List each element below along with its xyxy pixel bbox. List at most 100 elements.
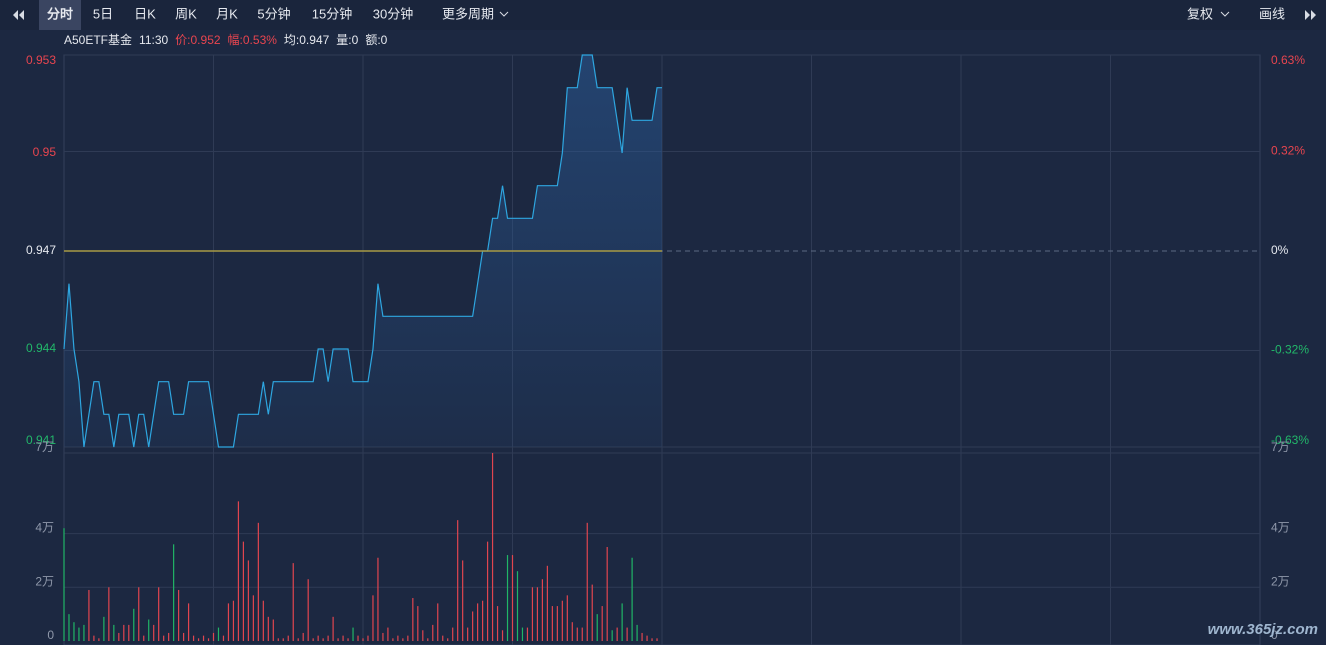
y2-tick-label: 0.32%: [1271, 144, 1305, 158]
info-item: 价:0.952: [175, 33, 221, 47]
volume-bar: [541, 579, 543, 641]
volume-bar: [486, 541, 489, 641]
volume-bar: [482, 600, 484, 641]
tab[interactable]: 日K: [134, 6, 156, 21]
volume-bar: [103, 616, 105, 641]
volume-bar: [357, 635, 359, 641]
volume-bar: [327, 635, 329, 641]
tab[interactable]: 更多周期: [442, 6, 494, 21]
volume-bar: [447, 638, 449, 641]
volume-bar: [68, 614, 70, 641]
tab[interactable]: 15分钟: [312, 6, 352, 21]
tab[interactable]: 30分钟: [373, 6, 413, 21]
price-line: [63, 54, 662, 448]
volume-bar: [656, 638, 658, 641]
volume-bar: [432, 624, 434, 641]
volume-bar: [377, 557, 379, 641]
y-tick-label: 0.944: [26, 341, 56, 355]
volume-bar: [526, 627, 529, 641]
y-tick-label: 4万: [35, 521, 54, 535]
chevron: [499, 11, 509, 17]
volume-bar: [133, 608, 135, 641]
volume-bar: [168, 632, 170, 641]
volume-bar: [372, 595, 374, 641]
tab[interactable]: 分时: [47, 6, 73, 21]
volume-bar: [596, 614, 598, 641]
y-tick-label: 2万: [35, 574, 54, 588]
volume-bar: [616, 627, 618, 641]
volume-bar: [606, 547, 608, 641]
volume-bar: [73, 622, 75, 641]
volume-bar: [521, 627, 524, 641]
volume-bar: [581, 627, 583, 641]
volume-bar: [531, 587, 534, 641]
info-item: 额:0: [365, 33, 387, 47]
volume-bar: [332, 616, 334, 641]
volume-bar: [128, 624, 130, 641]
volume-bar: [452, 627, 454, 641]
volume-bar: [342, 635, 344, 641]
volume-bar: [282, 638, 284, 641]
volume-bar: [566, 595, 568, 641]
volume-bar: [222, 635, 225, 641]
volume-bar: [367, 635, 369, 641]
y2-tick-label: 0.63%: [1271, 53, 1305, 67]
volume-bar: [227, 603, 230, 641]
volume-bar: [108, 587, 110, 641]
volume-bar: [536, 587, 539, 641]
volume-bar: [611, 630, 613, 641]
volume-bar: [651, 638, 653, 641]
volume-bar: [626, 627, 628, 641]
volume-bar: [302, 632, 304, 641]
next-icon[interactable]: [1305, 10, 1316, 20]
y-tick-label: 0: [47, 628, 54, 642]
volume-bar: [98, 638, 100, 641]
y2-tick-label: 0: [1271, 628, 1278, 642]
prev-icon[interactable]: [13, 10, 24, 20]
volume-bar: [307, 579, 309, 641]
volume-bar: [561, 600, 563, 641]
volume-bar: [621, 603, 623, 641]
info-item: 量:0: [336, 33, 358, 47]
tab[interactable]: 5日: [93, 6, 113, 21]
volume-bar: [511, 555, 514, 641]
volume-bar: [556, 606, 558, 641]
info-item: 11:30: [139, 33, 168, 47]
tab[interactable]: 5分钟: [257, 6, 290, 21]
volume-bar: [88, 589, 90, 641]
volume-bar: [242, 541, 244, 641]
volume-bar: [272, 619, 274, 641]
tab[interactable]: 周K: [175, 6, 197, 21]
volume-bar: [232, 600, 235, 641]
volume-bar: [113, 624, 115, 641]
volume-bar: [153, 624, 155, 641]
volume-bar: [257, 522, 259, 641]
volume-bar: [506, 555, 509, 641]
info-item: A50ETF基金: [64, 32, 132, 47]
volume-bar: [138, 587, 140, 641]
y2-tick-label: -0.63%: [1271, 433, 1309, 447]
volume-bar: [192, 635, 195, 641]
volume-bar: [143, 635, 145, 641]
info-item: 幅:0.53%: [228, 32, 278, 47]
y-tick-label: 0.95: [33, 145, 57, 159]
volume-bar: [382, 632, 384, 641]
volume-bar: [207, 638, 210, 641]
volume-bar: [491, 453, 494, 641]
volume-bar: [636, 624, 638, 641]
tab[interactable]: 月K: [216, 6, 238, 21]
info-item: 均:0.947: [284, 33, 330, 47]
volume-bar: [158, 587, 160, 641]
volume-bar: [472, 611, 474, 641]
toolbar-button[interactable]: 复权: [1187, 6, 1213, 21]
volume-bar: [646, 635, 648, 641]
volume-bar: [496, 606, 499, 641]
volume-bar: [516, 571, 519, 641]
volume-bar: [93, 635, 95, 641]
volume-bar: [292, 563, 294, 641]
volume-bar: [322, 638, 324, 641]
watermark: www.365jz.com: [1208, 621, 1318, 638]
toolbar-button[interactable]: 画线: [1259, 6, 1285, 21]
volume-bar: [546, 565, 548, 641]
